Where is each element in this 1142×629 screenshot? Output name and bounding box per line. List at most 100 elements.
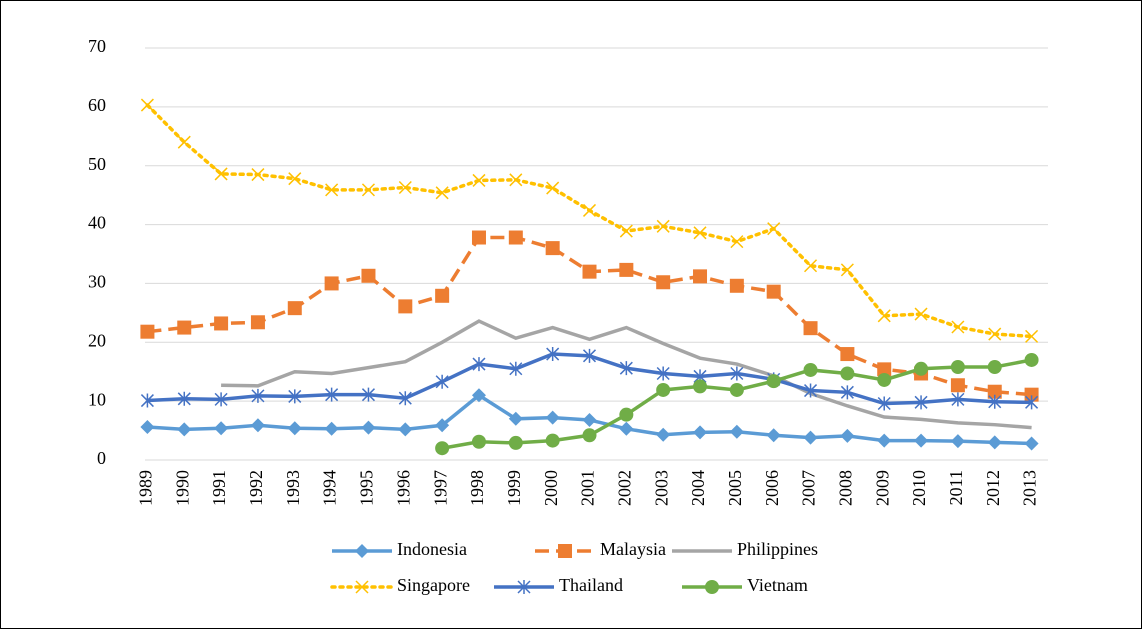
marker bbox=[398, 391, 412, 406]
marker bbox=[950, 378, 965, 393]
marker bbox=[619, 361, 633, 376]
x-tick-label: 2009 bbox=[872, 470, 892, 506]
marker bbox=[508, 230, 523, 245]
x-tick-label: 1996 bbox=[393, 470, 413, 506]
marker bbox=[729, 424, 744, 439]
marker bbox=[840, 347, 855, 362]
marker bbox=[545, 241, 560, 256]
marker bbox=[325, 183, 339, 197]
marker bbox=[509, 361, 523, 376]
marker bbox=[693, 425, 708, 440]
marker bbox=[656, 382, 671, 397]
x-tick-label: 2002 bbox=[614, 470, 634, 506]
marker bbox=[803, 362, 818, 377]
marker bbox=[988, 394, 1002, 409]
marker bbox=[582, 412, 597, 427]
marker bbox=[472, 173, 486, 187]
marker bbox=[471, 230, 486, 245]
marker bbox=[435, 288, 450, 303]
marker bbox=[545, 433, 560, 448]
marker bbox=[766, 284, 781, 299]
marker bbox=[877, 396, 891, 411]
marker bbox=[693, 269, 708, 284]
series bbox=[140, 347, 1039, 411]
x-tick-label: 1991 bbox=[209, 470, 229, 506]
x-tick-label: 2001 bbox=[578, 470, 598, 506]
marker bbox=[508, 435, 523, 450]
series bbox=[140, 388, 1039, 451]
series-line bbox=[221, 319, 1032, 430]
marker bbox=[177, 135, 191, 149]
y-tick-label: 40 bbox=[88, 213, 106, 233]
x-tick-label: 1995 bbox=[357, 470, 377, 506]
marker bbox=[582, 348, 597, 363]
marker bbox=[251, 168, 265, 182]
marker bbox=[288, 172, 302, 186]
marker bbox=[546, 181, 560, 195]
marker bbox=[287, 421, 302, 436]
marker bbox=[361, 268, 376, 283]
marker bbox=[804, 383, 818, 398]
marker bbox=[582, 203, 597, 217]
marker bbox=[619, 421, 634, 436]
x-tick-label: 2005 bbox=[725, 470, 745, 506]
y-tick-label: 20 bbox=[88, 330, 106, 350]
marker bbox=[766, 374, 781, 389]
marker bbox=[619, 262, 634, 277]
marker bbox=[398, 299, 413, 314]
marker bbox=[840, 263, 854, 277]
marker bbox=[877, 372, 892, 387]
legend-marker bbox=[517, 580, 531, 594]
marker bbox=[361, 420, 376, 435]
marker bbox=[471, 434, 486, 449]
x-tick-label: 2013 bbox=[1020, 470, 1040, 506]
marker bbox=[140, 324, 155, 339]
marker bbox=[730, 366, 744, 381]
x-tick-label: 1998 bbox=[467, 470, 487, 506]
marker bbox=[987, 435, 1002, 450]
marker bbox=[840, 366, 855, 381]
marker bbox=[288, 389, 302, 404]
marker bbox=[435, 441, 450, 456]
marker bbox=[214, 421, 229, 436]
marker bbox=[1024, 352, 1039, 367]
x-tick-label: 1990 bbox=[172, 470, 192, 506]
marker bbox=[324, 276, 339, 291]
marker bbox=[804, 259, 818, 273]
marker bbox=[582, 264, 597, 279]
marker bbox=[325, 387, 339, 402]
marker bbox=[398, 422, 413, 437]
marker bbox=[361, 183, 375, 197]
marker bbox=[1024, 436, 1039, 451]
x-tick-label: 1994 bbox=[320, 470, 340, 506]
marker bbox=[693, 226, 707, 240]
x-tick-label: 2003 bbox=[651, 470, 671, 506]
marker bbox=[1025, 395, 1039, 410]
marker bbox=[914, 433, 929, 448]
x-tick-label: 1999 bbox=[504, 470, 524, 506]
marker bbox=[250, 418, 265, 433]
marker bbox=[177, 422, 192, 437]
x-tick-label: 1993 bbox=[283, 470, 303, 506]
marker bbox=[398, 180, 412, 195]
marker bbox=[472, 357, 486, 372]
x-tick-label: 2011 bbox=[946, 470, 966, 505]
marker bbox=[730, 235, 744, 249]
x-tick-label: 2000 bbox=[541, 470, 561, 506]
legend-marker bbox=[558, 544, 572, 558]
marker bbox=[214, 167, 228, 181]
series bbox=[435, 352, 1039, 456]
marker bbox=[656, 427, 671, 442]
marker bbox=[877, 362, 892, 377]
legend-marker bbox=[705, 580, 719, 594]
marker bbox=[177, 320, 192, 335]
legend-label: Vietnam bbox=[747, 575, 808, 595]
marker bbox=[471, 388, 486, 403]
legend-label: Philippines bbox=[737, 539, 818, 559]
marker bbox=[988, 327, 1002, 341]
x-tick-label: 2012 bbox=[983, 470, 1003, 506]
marker bbox=[619, 407, 634, 422]
marker bbox=[656, 219, 670, 233]
